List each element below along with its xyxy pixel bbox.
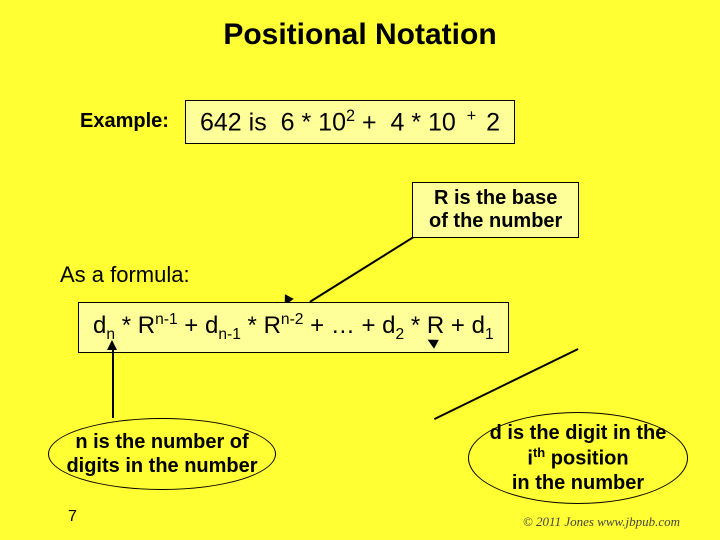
term1-coef: 6 xyxy=(281,108,295,136)
d-note-line3: in the number xyxy=(512,471,644,495)
r-note-line2: of the number xyxy=(429,210,562,233)
arrow-r-line xyxy=(309,232,420,302)
f-r2: R xyxy=(264,312,281,339)
f-exp-n1: n-1 xyxy=(155,311,178,328)
arrow-d-line xyxy=(434,348,578,419)
arrow-n-head xyxy=(107,340,117,350)
term1-base: 10 xyxy=(318,108,346,136)
formula-label: As a formula: xyxy=(60,262,190,288)
d-pos: position xyxy=(545,448,628,470)
r-note-line1: R is the base xyxy=(429,187,562,210)
d-th: th xyxy=(533,445,545,460)
f-d4: d xyxy=(472,312,485,339)
f-dots: … + d xyxy=(331,312,396,339)
arrow-n-line xyxy=(112,348,114,418)
f-d1: d xyxy=(93,312,106,339)
footer-copyright: © 2011 Jones www.jbpub.com xyxy=(523,514,680,530)
d-note-ellipse: d is the digit in the ith position in th… xyxy=(468,412,688,504)
term2-coef: 4 xyxy=(390,108,404,136)
page-title: Positional Notation xyxy=(0,18,720,52)
d-note-line1: d is the digit in the xyxy=(490,421,667,445)
term1-exp: 2 xyxy=(346,107,355,125)
f-r1: R xyxy=(138,312,155,339)
f-exp-n2: n-2 xyxy=(281,311,304,328)
r-note-box: R is the base of the number xyxy=(412,182,579,238)
page-number: 7 xyxy=(68,508,77,526)
example-is: is xyxy=(249,108,267,136)
formula-box: dn * Rn-1 + dn-1 * Rn-2 + … + d2 * R + d… xyxy=(78,302,509,353)
term2-base: 10 xyxy=(428,108,456,136)
f-d2: d xyxy=(205,312,218,339)
f-sub-n1: n-1 xyxy=(218,326,241,343)
example-number: 642 xyxy=(200,108,242,136)
example-label: Example: xyxy=(80,110,169,133)
d-note-line2: ith position xyxy=(527,445,628,471)
term3: 2 xyxy=(486,108,500,136)
f-sub-1: 1 xyxy=(485,326,494,343)
n-note-line2: digits in the number xyxy=(66,454,257,478)
f-sub-2: 2 xyxy=(396,326,405,343)
example-box: 642 is 6 * 102 + 4 * 10 + 2 xyxy=(185,100,515,144)
n-note-ellipse: n is the number of digits in the number xyxy=(48,418,276,490)
n-note-line1: n is the number of xyxy=(75,430,248,454)
